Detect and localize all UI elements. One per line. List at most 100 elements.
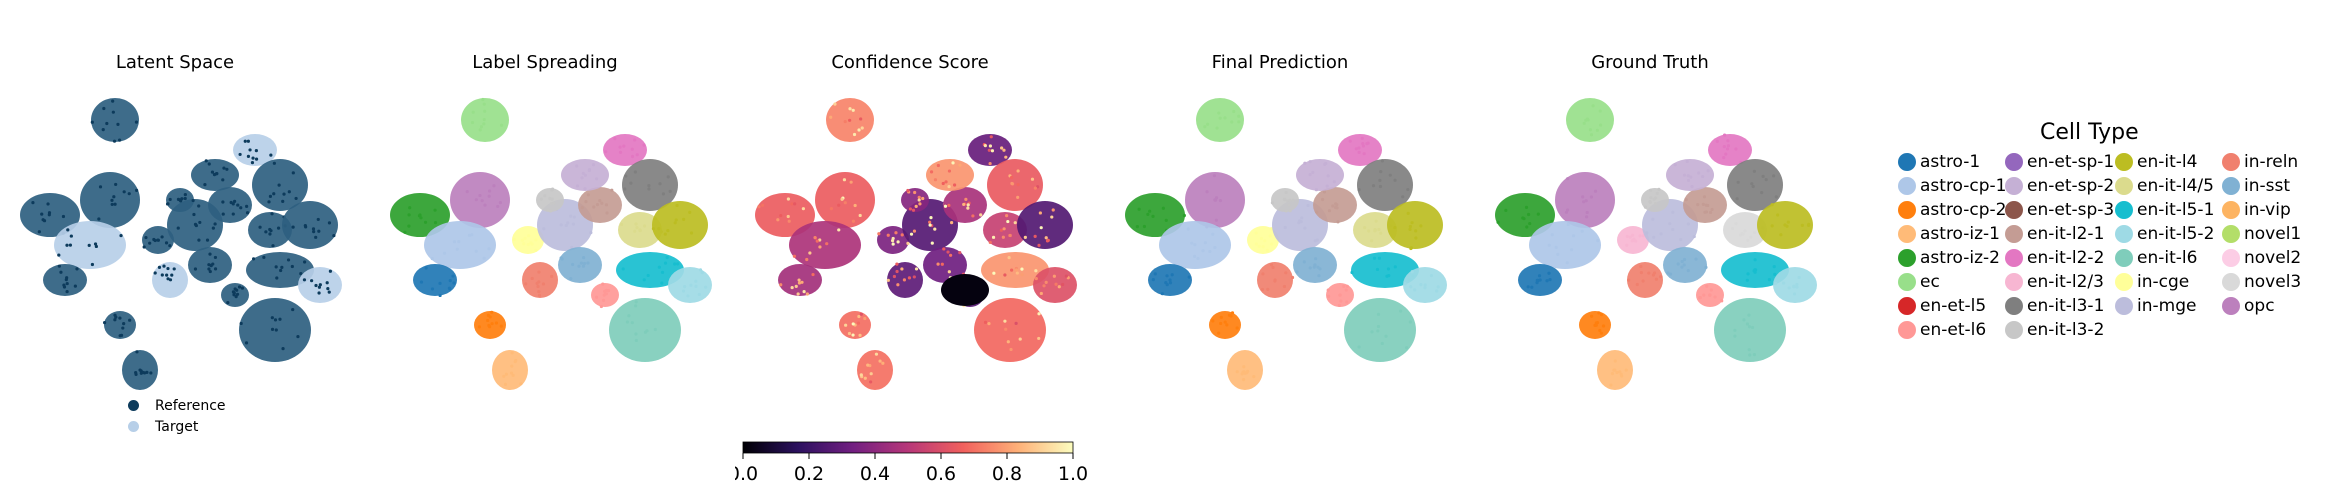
cell-point xyxy=(166,266,170,271)
cell-point xyxy=(245,204,249,208)
low-confidence-region xyxy=(941,274,989,306)
cell-point xyxy=(1208,249,1212,254)
cell-point xyxy=(933,227,937,231)
cell-point xyxy=(1135,225,1139,229)
cell-point xyxy=(494,321,499,325)
cell-point xyxy=(1170,273,1174,277)
cell-point xyxy=(1594,323,1598,327)
cell-point xyxy=(1168,281,1173,285)
cell-point xyxy=(1219,315,1223,319)
cell-point xyxy=(543,194,547,198)
cell-point xyxy=(1013,221,1017,225)
cell-point xyxy=(1325,184,1329,188)
cell-point xyxy=(583,187,587,191)
cell-point xyxy=(1679,237,1683,242)
cell-point xyxy=(1376,329,1380,333)
cell-point xyxy=(433,208,437,212)
cell-point xyxy=(933,178,938,182)
cell-point xyxy=(946,250,950,254)
cell-point xyxy=(270,327,275,332)
cell-point xyxy=(647,187,651,191)
cell-point xyxy=(1569,248,1574,252)
cell-point xyxy=(1313,263,1317,267)
colorbar-tick-label: 0.4 xyxy=(860,463,890,485)
cell-point xyxy=(504,372,509,376)
cell-point xyxy=(682,217,686,221)
cell-point xyxy=(1654,277,1659,281)
cell-point xyxy=(153,238,157,243)
legend-label: in-cge xyxy=(2137,272,2190,292)
cell-point xyxy=(244,341,249,345)
cell-point xyxy=(179,199,183,203)
cell-point xyxy=(1148,209,1152,213)
cell-point xyxy=(1336,220,1340,224)
cell-point xyxy=(900,233,904,237)
cell-point xyxy=(474,198,478,202)
latent-legend: Reference Target xyxy=(128,395,226,437)
cell-point xyxy=(1429,273,1434,278)
cell-point xyxy=(837,203,841,207)
cell-point xyxy=(1345,284,1349,288)
cell-point xyxy=(1020,267,1024,271)
legend-item: en-it-l5-2 xyxy=(2115,222,2214,246)
cell-point xyxy=(944,180,948,184)
cell-point xyxy=(1008,233,1012,238)
cell-point xyxy=(1232,109,1236,114)
cell-point xyxy=(1288,198,1292,202)
cell-point xyxy=(1193,254,1197,258)
confidence-colorbar: 0.0 0.2 0.4 0.6 0.8 1.0 xyxy=(735,441,1088,485)
cell-point xyxy=(1413,288,1417,292)
legend-swatch-icon xyxy=(2222,177,2240,195)
cell-point xyxy=(811,272,815,277)
legend-label: novel2 xyxy=(2244,248,2302,268)
cell-point xyxy=(987,148,991,152)
cell-point xyxy=(779,213,783,218)
cell-point xyxy=(668,189,672,193)
cell-point xyxy=(1393,226,1397,230)
cell-point xyxy=(482,122,486,126)
cell-point xyxy=(1565,261,1569,265)
cell-point xyxy=(571,222,576,226)
cell-point xyxy=(1357,146,1361,150)
cell-point xyxy=(564,223,568,228)
legend-swatch-icon xyxy=(2115,249,2133,267)
cell-point xyxy=(1051,208,1055,212)
cell-point xyxy=(624,174,628,178)
cell-point xyxy=(1749,235,1753,239)
cell-point xyxy=(580,176,584,180)
cell-point xyxy=(1332,180,1336,184)
cell-point xyxy=(1628,235,1632,239)
legend-item: opc xyxy=(2222,294,2301,318)
cell-point xyxy=(1696,203,1700,207)
cell-point xyxy=(127,192,131,196)
colorbar-tick-label: 0.6 xyxy=(926,463,956,485)
legend-item: in-vip xyxy=(2222,198,2301,222)
cell-point xyxy=(635,226,639,230)
cell-point xyxy=(1016,183,1020,187)
cell-point xyxy=(1435,289,1439,293)
cell-point xyxy=(210,170,215,174)
cell-point xyxy=(1736,180,1740,184)
cell-point xyxy=(1379,231,1383,235)
legend-label: en-it-l6 xyxy=(2137,248,2198,268)
cell-point xyxy=(947,203,951,207)
cell-point xyxy=(264,230,268,234)
cell-point xyxy=(490,310,494,314)
cell-point xyxy=(160,273,164,277)
cell-point xyxy=(1565,208,1570,212)
cluster-en-it-l2-1 xyxy=(208,187,252,223)
legend-swatch-icon xyxy=(2005,249,2023,267)
cell-point xyxy=(1165,274,1169,278)
cell-point xyxy=(1403,282,1407,286)
legend-item: en-it-l2/3 xyxy=(2005,270,2114,294)
cell-point xyxy=(114,315,118,319)
cell-point xyxy=(790,202,794,206)
cell-point xyxy=(1598,109,1602,113)
cell-point xyxy=(512,237,516,242)
cell-point xyxy=(317,229,321,233)
cell-point xyxy=(790,285,794,290)
cell-point xyxy=(1745,278,1749,282)
cell-point xyxy=(1038,211,1042,215)
cell-point xyxy=(1235,370,1239,374)
cell-point xyxy=(1211,232,1215,236)
